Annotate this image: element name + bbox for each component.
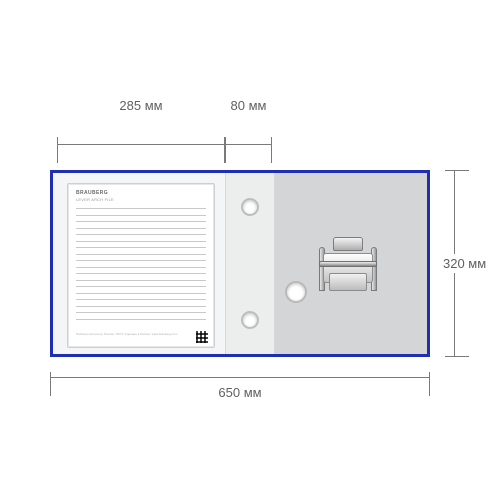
binder-spine: [225, 170, 275, 357]
finger-hole: [285, 281, 307, 303]
mechanism-bar: [319, 261, 377, 267]
label-footer-text: Папка-регистратор. Россия. ГОСТ. Сделано…: [76, 333, 192, 343]
dim-label-80: 80 мм: [225, 98, 272, 113]
bottom-dimension: 650 мм: [50, 365, 430, 415]
dim-line-650: [50, 377, 430, 378]
spine-hole-bottom: [241, 311, 259, 329]
dim-label-650: 650 мм: [50, 385, 430, 400]
index-label-sheet: BRAUBERG LEVER ARCH FILE Папка-регистрат…: [67, 183, 215, 348]
ruled-lines-area: [76, 208, 206, 323]
binder-open-view: BRAUBERG LEVER ARCH FILE Папка-регистрат…: [50, 170, 430, 357]
brand-text: BRAUBERG: [76, 190, 108, 196]
dim-line-285: [57, 144, 225, 145]
spine-hole-top: [241, 198, 259, 216]
lever-arch-mechanism: [315, 233, 381, 303]
mechanism-clip: [329, 273, 367, 291]
dim-label-320: 320 мм: [442, 254, 487, 273]
right-dimension: 320 мм: [440, 170, 490, 357]
dim-line-80: [225, 144, 272, 145]
mechanism-lever: [333, 237, 363, 251]
model-text: LEVER ARCH FILE: [76, 197, 114, 202]
dim-label-285: 285 мм: [57, 98, 225, 113]
diagram-stage: 285 мм 80 мм BRAUBERG LEVER ARCH FILE Па…: [50, 120, 430, 415]
top-dimensions: 285 мм 80 мм: [50, 120, 430, 170]
qr-icon: [196, 331, 208, 343]
